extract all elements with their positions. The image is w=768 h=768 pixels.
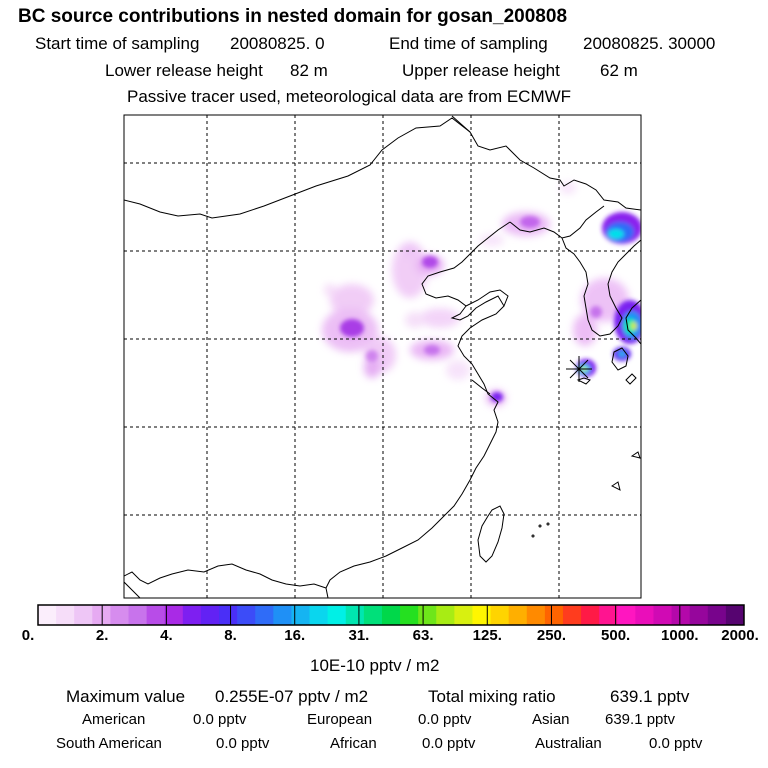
total-mixing-value: 639.1 pptv: [610, 687, 690, 706]
colorbar-cell: [273, 605, 292, 625]
coastlines: [124, 115, 641, 598]
region-african-value: 0.0 pptv: [422, 735, 476, 752]
colorbar-cell: [219, 605, 238, 625]
colorbar-tick-label: 8.: [224, 627, 237, 644]
lat-lon-grid: [124, 115, 641, 598]
region-australian-name: Australian: [535, 735, 602, 752]
page-title: BC source contributions in nested domain…: [18, 6, 568, 27]
colorbar-cell: [707, 605, 727, 625]
colorbar-cell: [617, 605, 636, 625]
colorbar-tick-label: 2.: [95, 627, 109, 644]
colorbar-cell: [671, 605, 691, 625]
max-value: 0.255E-07 pptv / m2: [215, 687, 369, 706]
max-value-label: Maximum value: [66, 687, 186, 706]
colorbar-tick-label: 16.: [284, 627, 306, 644]
colorbar-cell: [146, 605, 166, 625]
colorbar-cell: [400, 605, 419, 625]
colorbar-cell: [345, 605, 365, 625]
colorbar-tick-label: 31.: [348, 627, 370, 644]
colorbar-cell: [508, 605, 528, 625]
colorbar-tick-label: 63.: [412, 627, 434, 644]
colorbar-cell: [599, 605, 618, 625]
colorbar-cell: [381, 605, 401, 625]
upper-release-label: Upper release height: [402, 61, 560, 80]
colorbar-cell: [38, 605, 57, 625]
total-mixing-label: Total mixing ratio: [428, 687, 556, 706]
region-european-name: European: [307, 711, 373, 728]
colorbar-tick-label: 0.: [21, 627, 35, 644]
colorbar-cell: [418, 605, 437, 625]
colorbar-cell: [581, 605, 600, 625]
start-time-value: 20080825. 0: [230, 34, 325, 53]
colorbar-cell: [291, 605, 311, 625]
lower-release-value: 82 m: [290, 61, 328, 80]
region-asian-value: 639.1 pptv: [605, 711, 676, 728]
region-european-value: 0.0 pptv: [418, 711, 472, 728]
region-american-value: 0.0 pptv: [193, 711, 247, 728]
colorbar-cell: [689, 605, 709, 625]
colorbar-tick-label: 250.: [536, 627, 567, 644]
colorbar-cell: [56, 605, 75, 625]
colorbar-cell: [436, 605, 455, 625]
colorbar-cell: [363, 605, 383, 625]
colorbar-cell: [309, 605, 329, 625]
colorbar-cell: [653, 605, 673, 625]
map-frame: [123, 114, 642, 599]
colorbar-tick-label: 1000.: [661, 627, 699, 644]
colorbar-cell: [725, 605, 745, 625]
colorbar-cell: [255, 605, 274, 625]
colorbar-tick-label: 4.: [160, 627, 173, 644]
colorbar-cell: [182, 605, 202, 625]
colorbar-cell: [472, 605, 492, 625]
region-asian-name: Asian: [532, 711, 570, 728]
colorbar-cell: [164, 605, 184, 625]
colorbar-cell: [562, 605, 582, 625]
tracer-note: Passive tracer used, meteorological data…: [127, 87, 572, 106]
colorbar-cell: [128, 605, 148, 625]
region-south-american-value: 0.0 pptv: [216, 735, 270, 752]
region-australian-value: 0.0 pptv: [649, 735, 703, 752]
colorbar-cell: [237, 605, 256, 625]
colorbar-cell: [635, 605, 654, 625]
colorbar-tick-label: 125.: [472, 627, 502, 644]
colorbar-cell: [200, 605, 220, 625]
colorbar-cell: [74, 605, 93, 625]
region-south-american-name: South American: [56, 735, 162, 752]
end-time-label: End time of sampling: [389, 34, 548, 53]
colorbar-tick-label: 2000.: [721, 627, 759, 644]
colorbar-tick-label: 500.: [601, 627, 631, 644]
colorbar-unit-label: 10E-10 pptv / m2: [310, 656, 440, 675]
colorbar-cell: [526, 605, 546, 625]
region-african-name: African: [330, 735, 377, 752]
lower-release-label: Lower release height: [105, 61, 263, 80]
colorbar-cell: [544, 605, 564, 625]
colorbar-cell: [110, 605, 130, 625]
colorbar-cell: [92, 605, 111, 625]
start-time-label: Start time of sampling: [35, 34, 200, 53]
upper-release-value: 62 m: [600, 61, 638, 80]
colorbar-cell: [454, 605, 473, 625]
colorbar-cell: [327, 605, 347, 625]
receptor-star-icon: [566, 356, 592, 382]
region-american-name: American: [82, 711, 146, 728]
colorbar-cell: [490, 605, 510, 625]
end-time-value: 20080825. 30000: [583, 34, 716, 53]
